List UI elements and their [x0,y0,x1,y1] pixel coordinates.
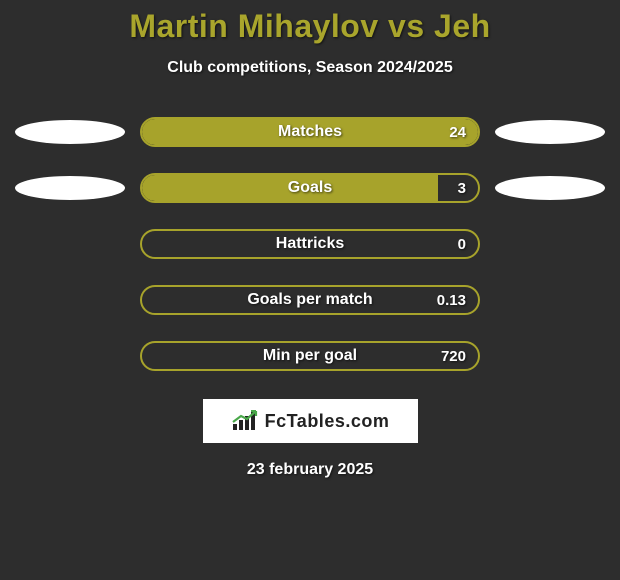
stat-value: 0 [458,236,466,253]
stat-bar-cell: Min per goal 720 [130,341,490,371]
stat-bar-cell: Matches 24 [130,117,490,147]
stat-label: Goals per match [247,291,372,309]
stat-value: 3 [458,180,466,197]
stat-bar-track: Matches 24 [140,117,480,147]
comparison-infographic: Martin Mihaylov vs Jeh Club competitions… [0,0,620,479]
stat-label: Hattricks [276,235,344,253]
left-ellipse-icon [15,120,125,144]
logo-box: FcTables.com [203,399,418,443]
left-ellipse-icon [15,176,125,200]
right-ellipse-icon [495,176,605,200]
date-text: 23 february 2025 [0,461,620,479]
stat-bar-track: Min per goal 720 [140,341,480,371]
stat-bar-cell: Goals per match 0.13 [130,285,490,315]
stat-label: Goals [288,179,332,197]
stat-value: 0.13 [437,292,466,309]
right-side-slot [490,176,610,200]
right-ellipse-icon [495,120,605,144]
stat-value: 24 [449,124,466,141]
stat-bar-track: Goals 3 [140,173,480,203]
left-side-slot [10,120,130,144]
bar-chart-arrow-icon [231,410,259,432]
right-side-slot [490,120,610,144]
page-title: Martin Mihaylov vs Jeh [0,8,620,45]
stat-bar-cell: Hattricks 0 [130,229,490,259]
stat-row: Goals 3 [10,173,610,203]
left-side-slot [10,176,130,200]
stat-row: Min per goal 720 [10,341,610,371]
stat-row: Hattricks 0 [10,229,610,259]
stat-value: 720 [441,348,466,365]
stat-rows: Matches 24 Goals 3 Hattricks 0 Goals per match… [0,117,620,371]
stat-row: Matches 24 [10,117,610,147]
stat-label: Matches [278,123,342,141]
page-subtitle: Club competitions, Season 2024/2025 [0,59,620,77]
stat-bar-track: Goals per match 0.13 [140,285,480,315]
stat-bar-track: Hattricks 0 [140,229,480,259]
stat-label: Min per goal [263,347,357,365]
stat-row: Goals per match 0.13 [10,285,610,315]
logo-text: FcTables.com [265,411,390,432]
stat-bar-cell: Goals 3 [130,173,490,203]
